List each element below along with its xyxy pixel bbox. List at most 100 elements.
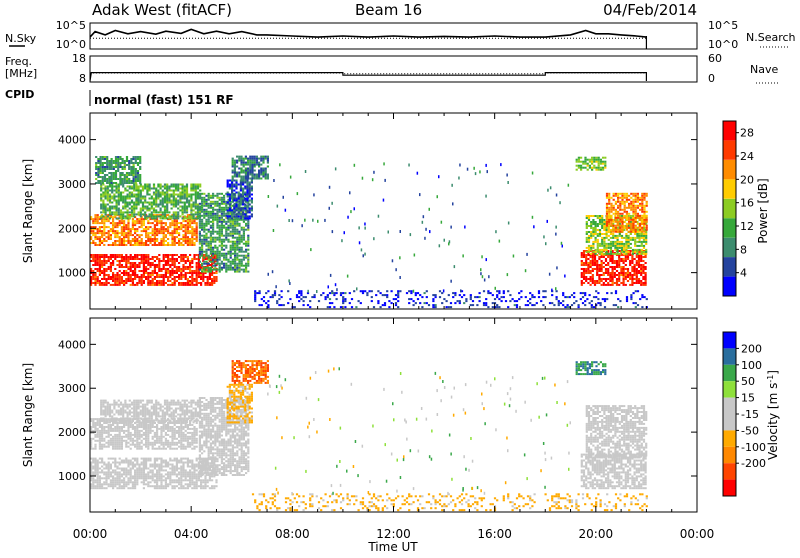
power-echo-cell [174,230,176,232]
power-echo-cell [168,194,170,196]
power-echo-cell [624,193,626,195]
velocity-echo-cell [108,468,110,470]
power-echo-cell [584,161,586,163]
power-echo-cell [626,223,628,225]
power-echo-cell [223,201,225,203]
power-colorbar-tick-label: 20 [740,173,754,186]
power-echo-cell [160,222,162,224]
noise-left-tick-bottom: 10^0 [56,38,86,51]
power-echo-cell [630,207,632,209]
power-echo-cell [193,194,195,196]
power-echo-cell [588,251,590,253]
power-echo-cell [625,247,627,249]
power-echo-cell [113,213,115,215]
power-echo-cell [229,217,231,219]
power-echo-cell [189,264,191,266]
power-echo-cell [141,234,143,236]
power-echo-cell [117,164,119,166]
power-echo-cell [130,276,132,278]
power-echo-cell [230,251,232,253]
power-echo-cell [614,272,616,274]
power-echo-cell [127,232,129,234]
power-echo-cell [233,208,235,210]
power-echo-cell [646,221,648,223]
power-echo-cell [598,169,600,171]
power-echo-cell [232,245,234,247]
power-echo-cell [118,186,120,188]
power-echo-cell [132,228,134,230]
power-echo-cell [160,196,162,198]
power-echo-point [454,265,456,268]
power-echo-point [361,248,363,251]
power-echo-cell [179,206,181,208]
power-echo-cell [191,244,193,246]
power-echo-cell [626,300,628,302]
power-echo-cell [97,214,99,216]
power-echo-cell [94,274,96,276]
power-echo-cell [600,159,602,161]
velocity-echo-cell [121,473,123,475]
power-echo-cell [610,253,612,255]
power-echo-cell [130,180,132,182]
power-echo-cell [105,206,107,208]
power-echo-cell [592,256,594,258]
velocity-echo-cell [112,481,114,483]
power-echo-cell [258,178,260,180]
power-echo-cell [247,221,249,223]
power-echo-cell [597,225,599,227]
power-echo-cell [189,260,191,262]
power-echo-cell [193,204,195,206]
power-echo-cell [639,227,641,229]
power-echo-cell [208,207,210,209]
power-echo-point [383,162,385,165]
power-echo-cell [580,167,582,169]
power-echo-cell [249,162,251,164]
power-echo-cell [587,282,589,284]
power-echo-cell [619,235,621,237]
power-echo-cell [631,260,633,262]
power-echo-cell [588,245,590,247]
power-echo-cell [583,268,585,270]
power-echo-cell [608,211,610,213]
power-echo-cell [142,190,144,192]
power-echo-cell [208,247,210,249]
power-echo-cell [154,220,156,222]
power-echo-cell [241,269,243,271]
power-echo-cell [594,284,596,286]
power-echo-cell [258,172,260,174]
power-echo-cell [223,215,225,217]
power-echo-cell [608,229,610,231]
power-echo-cell [646,211,648,213]
power-echo-cell [203,263,205,265]
power-echo-cell [145,240,147,242]
power-echo-cell [132,270,134,272]
power-echo-cell [254,298,256,300]
power-echo-cell [147,258,149,260]
power-echo-cell [249,164,251,166]
power-echo-cell [160,194,162,196]
power-echo-cell [149,215,151,217]
power-echo-cell [227,186,229,188]
power-echo-cell [162,204,164,206]
power-echo-cell [234,271,236,273]
power-echo-cell [567,306,569,308]
power-echo-cell [196,230,198,232]
power-echo-cell [397,292,399,294]
power-echo-cell [208,267,210,269]
power-echo-cell [156,224,158,226]
power-echo-cell [632,229,634,231]
power-echo-point [484,279,486,282]
power-echo-cell [146,192,148,194]
power-echo-cell [94,238,96,240]
power-echo-cell [111,158,113,160]
power-echo-cell [182,258,184,260]
power-echo-cell [592,227,594,229]
power-echo-cell [413,300,415,302]
power-echo-cell [377,290,379,292]
power-echo-cell [586,239,588,241]
power-echo-cell [249,208,251,210]
power-echo-cell [121,242,123,244]
power-echo-cell [243,251,245,253]
power-echo-cell [595,167,597,169]
power-echo-cell [640,282,642,284]
